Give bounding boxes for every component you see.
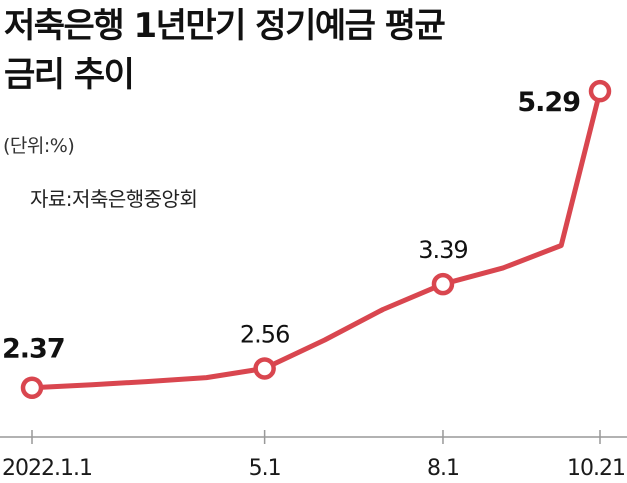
data-label: 2.37 [2, 334, 65, 365]
x-tick-label: 2022.1.1 [2, 456, 92, 481]
x-tick-label: 5.1 [249, 456, 281, 481]
series-line [29, 88, 603, 391]
data-point-marker [20, 376, 44, 399]
x-tick-label: 10.21 [567, 456, 625, 481]
chart-title-line-2: 금리 추이 [4, 55, 135, 95]
source-note: 자료:저축은행중앙회 [30, 187, 198, 211]
data-point-marker [431, 272, 455, 296]
data-label: 3.39 [418, 236, 467, 264]
data-label: 5.29 [517, 87, 580, 118]
x-tick-label: 8.1 [427, 456, 459, 481]
chart-title-line-1: 저축은행 1년만기 정기예금 평균 [4, 6, 446, 46]
data-point-marker [253, 357, 276, 380]
chart-title: 저축은행 1년만기 정기예금 평균 금리 추이 [4, 2, 446, 100]
unit-note: (단위:%) [3, 135, 75, 157]
data-label: 2.56 [240, 320, 289, 348]
data-point-marker [588, 79, 612, 103]
